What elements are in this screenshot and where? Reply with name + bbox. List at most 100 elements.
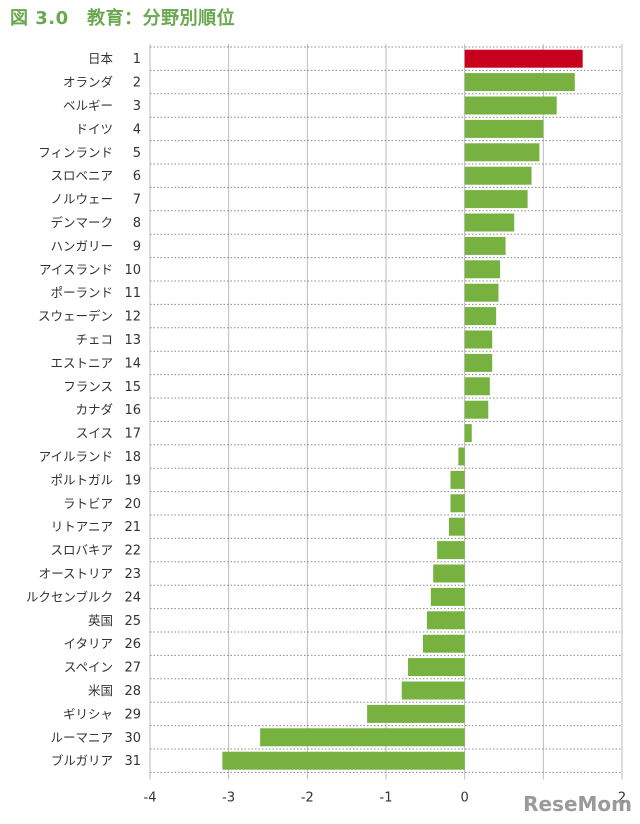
category-label: ベルギー — [63, 98, 113, 113]
rank-label: 10 — [124, 263, 141, 278]
bar — [464, 353, 493, 372]
bar — [401, 681, 465, 700]
rank-label: 22 — [124, 544, 141, 559]
category-label: チェコ — [75, 332, 113, 347]
bar — [433, 564, 465, 583]
bar — [464, 49, 583, 68]
category-label: ポルトガル — [50, 472, 113, 487]
bar — [450, 494, 465, 513]
rank-label: 14 — [124, 356, 141, 371]
rank-label: 26 — [124, 637, 141, 652]
category-label: アイスランド — [39, 262, 113, 277]
bar — [464, 213, 515, 232]
bar — [464, 330, 493, 349]
rank-label: 5 — [133, 146, 141, 161]
category-label: ルーマニア — [50, 730, 113, 745]
category-label: スイス — [76, 426, 113, 441]
category-label: フランス — [63, 379, 113, 394]
category-label: リトアニア — [51, 519, 113, 534]
x-tick-label: 0 — [461, 790, 469, 805]
category-label: スロバキア — [50, 543, 113, 558]
rank-label: 24 — [124, 590, 141, 605]
category-label: スウェーデン — [38, 309, 113, 324]
category-label: フィンランド — [38, 145, 113, 160]
bar — [426, 611, 465, 630]
category-label: ラトビア — [63, 496, 113, 511]
category-label: ルクセンブルク — [26, 589, 113, 604]
rank-label: 9 — [133, 239, 141, 254]
category-label: デンマーク — [50, 215, 113, 230]
rank-label: 1 — [133, 52, 141, 67]
x-tick-label: -1 — [380, 790, 393, 805]
rank-label: 17 — [124, 427, 141, 442]
rank-label: 13 — [124, 333, 141, 348]
chart-title: 図 3.0 教育：分野別順位 — [10, 8, 236, 29]
bar — [464, 424, 472, 443]
bar — [437, 541, 465, 560]
category-label: ハンガリー — [50, 238, 113, 253]
rank-label: 18 — [124, 450, 141, 465]
bar — [260, 728, 465, 747]
rank-label: 25 — [124, 614, 141, 629]
bar — [367, 704, 465, 723]
rank-label: 2 — [133, 76, 141, 91]
bar — [464, 143, 540, 162]
bar — [464, 283, 499, 302]
bar — [464, 73, 575, 92]
bar — [464, 400, 489, 419]
bar — [464, 307, 497, 326]
category-label: 英国 — [88, 613, 113, 628]
category-label: オーストリア — [39, 566, 113, 581]
category-label: アイルランド — [39, 449, 113, 464]
rank-label: 16 — [124, 403, 141, 418]
rank-label: 6 — [133, 169, 141, 184]
watermark-logo: ReseMom — [523, 792, 632, 816]
category-label: イタリア — [63, 636, 113, 651]
bar — [222, 751, 465, 770]
rank-label: 30 — [124, 731, 141, 746]
bar — [464, 190, 528, 209]
category-label: オランダ — [63, 75, 113, 90]
bar — [464, 96, 557, 115]
category-label: スペイン — [64, 660, 113, 675]
rank-label: 20 — [124, 497, 141, 512]
rank-label: 4 — [133, 122, 141, 137]
rank-label: 15 — [124, 380, 141, 395]
category-label: ギリシャ — [63, 706, 113, 721]
rank-label: 7 — [133, 193, 141, 208]
bar — [450, 470, 465, 489]
bar — [464, 166, 532, 185]
category-label: 日本 — [88, 51, 114, 66]
category-label: ドイツ — [75, 121, 113, 136]
rank-label: 19 — [124, 473, 141, 488]
rank-label: 8 — [133, 216, 141, 231]
rank-label: 23 — [124, 567, 141, 582]
category-label: 米国 — [88, 683, 113, 698]
bar — [448, 517, 465, 536]
category-label: エストニア — [50, 355, 113, 370]
bar — [464, 260, 501, 279]
bar — [464, 236, 506, 255]
x-tick-label: -2 — [301, 790, 314, 805]
bar-layer — [222, 49, 583, 770]
rank-label: 29 — [124, 707, 141, 722]
label-layer: 日本 1 オランダ 2 ベルギー 3 ドイツ 4 フィンランド 5 スロベニア 6 ノルウェー 7 デンマー… — [26, 51, 141, 769]
rank-label: 12 — [124, 310, 141, 325]
rank-label: 11 — [124, 286, 141, 301]
x-tick-label: -4 — [144, 790, 157, 805]
rank-label: 28 — [124, 684, 141, 699]
rank-label: 3 — [133, 99, 141, 114]
rank-label: 31 — [124, 754, 141, 769]
bar — [464, 377, 490, 396]
category-label: ポーランド — [50, 285, 113, 300]
category-label: カナダ — [75, 402, 113, 417]
bar — [458, 447, 465, 466]
rank-label: 27 — [124, 661, 141, 676]
category-label: ノルウェー — [50, 192, 113, 207]
grid-layer — [149, 44, 623, 780]
bar — [430, 587, 465, 606]
rank-label: 21 — [124, 520, 141, 535]
tick-layer: -4 -3 -2 -1 0 2 — [144, 790, 627, 805]
bar — [464, 119, 544, 138]
